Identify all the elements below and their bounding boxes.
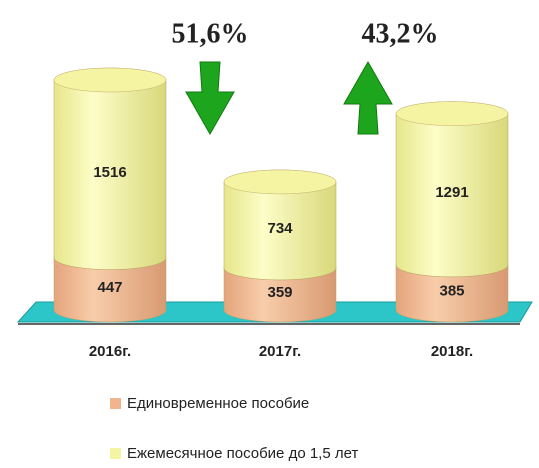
value-label: 1516 <box>93 164 126 181</box>
value-label: 359 <box>267 284 292 301</box>
x-tick-label: 2017г. <box>259 343 301 360</box>
arrow-up <box>343 60 393 135</box>
x-tick-label: 2018г. <box>431 343 473 360</box>
annotation: 51,6% <box>172 18 249 49</box>
value-label: 734 <box>267 220 293 237</box>
bar-top <box>53 67 167 93</box>
x-tick-label: 2016г. <box>89 343 131 360</box>
legend-label: Единовременное пособие <box>127 395 309 412</box>
bars: 447 1516 359 734 385 1291 <box>53 67 509 323</box>
value-label: 1291 <box>435 184 468 201</box>
legend-label: Ежемесячное пособие до 1,5 лет <box>127 445 358 462</box>
value-label: 385 <box>439 282 464 299</box>
bar-top <box>223 169 337 195</box>
arrow-down <box>185 61 235 136</box>
value-label: 447 <box>97 279 122 296</box>
bar-top <box>395 101 509 126</box>
legend-swatch <box>110 398 121 409</box>
legend-swatch <box>110 448 121 459</box>
annotation: 43,2% <box>362 18 439 49</box>
